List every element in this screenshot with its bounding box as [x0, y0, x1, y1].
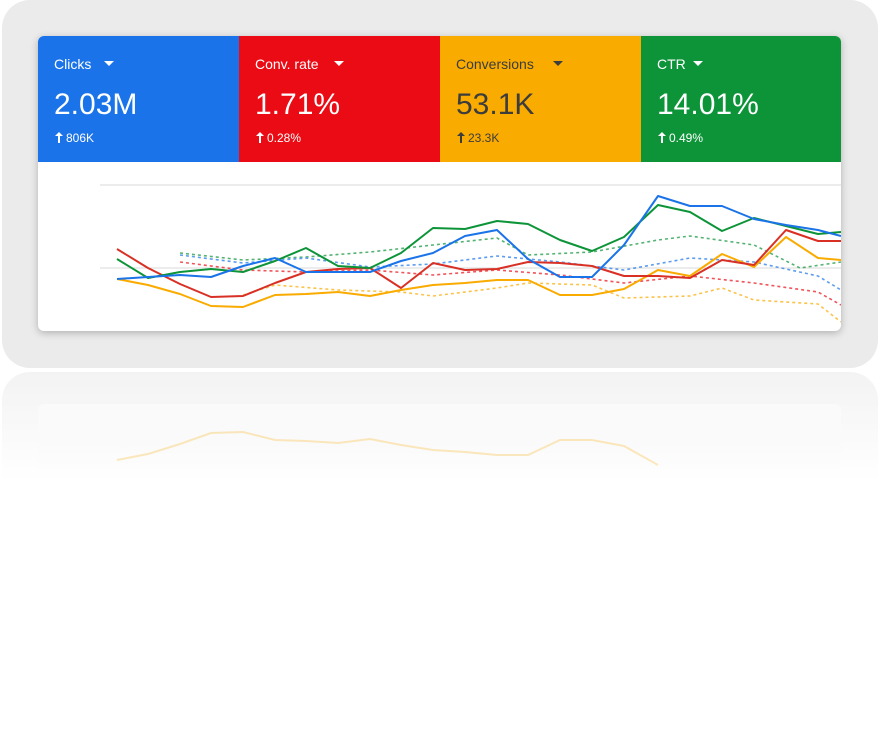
red-dashed-line	[179, 261, 841, 306]
tile-clicks[interactable]: Clicks 2.03M 806K	[38, 36, 239, 162]
green-dashed-line	[179, 235, 841, 269]
dropdown-caret	[104, 61, 114, 66]
tile-change: 23.3K	[468, 131, 500, 145]
orange-line	[116, 236, 841, 308]
reflection-card	[38, 404, 841, 474]
tile-value: 1.71%	[255, 88, 341, 121]
tile-label: CTR	[657, 56, 686, 72]
tile-label: Conv. rate	[255, 56, 319, 72]
card: Clicks 2.03M 806K Conv. rate 1.71% 0.28%…	[38, 36, 841, 331]
up-arrow	[658, 132, 666, 143]
tile-change: 0.49%	[669, 131, 704, 145]
tile-label: Clicks	[54, 56, 92, 72]
dropdown-caret	[693, 61, 703, 66]
trend-chart	[100, 184, 841, 323]
tile-change: 0.28%	[267, 131, 302, 145]
red-line	[116, 229, 841, 298]
up-arrow	[256, 132, 264, 143]
tile-value: 14.01%	[657, 88, 759, 121]
tile-change: 806K	[66, 131, 95, 145]
dropdown-caret	[553, 61, 563, 66]
dropdown-caret	[334, 61, 344, 66]
tile-conv-rate[interactable]: Conv. rate 1.71% 0.28%	[239, 36, 440, 162]
tile-value: 53.1K	[456, 88, 535, 121]
up-arrow	[55, 132, 63, 143]
tile-label: Conversions	[456, 56, 534, 72]
reflection-lines	[116, 430, 659, 466]
orange-dashed-line	[242, 282, 841, 323]
tile-ctr[interactable]: CTR 14.01% 0.49%	[641, 36, 841, 162]
tile-conversions[interactable]: Conversions 53.1K 23.3K	[440, 36, 641, 162]
blue-line	[116, 195, 841, 280]
tile-value: 2.03M	[54, 88, 138, 121]
up-arrow	[457, 132, 465, 143]
green-line	[116, 204, 841, 279]
